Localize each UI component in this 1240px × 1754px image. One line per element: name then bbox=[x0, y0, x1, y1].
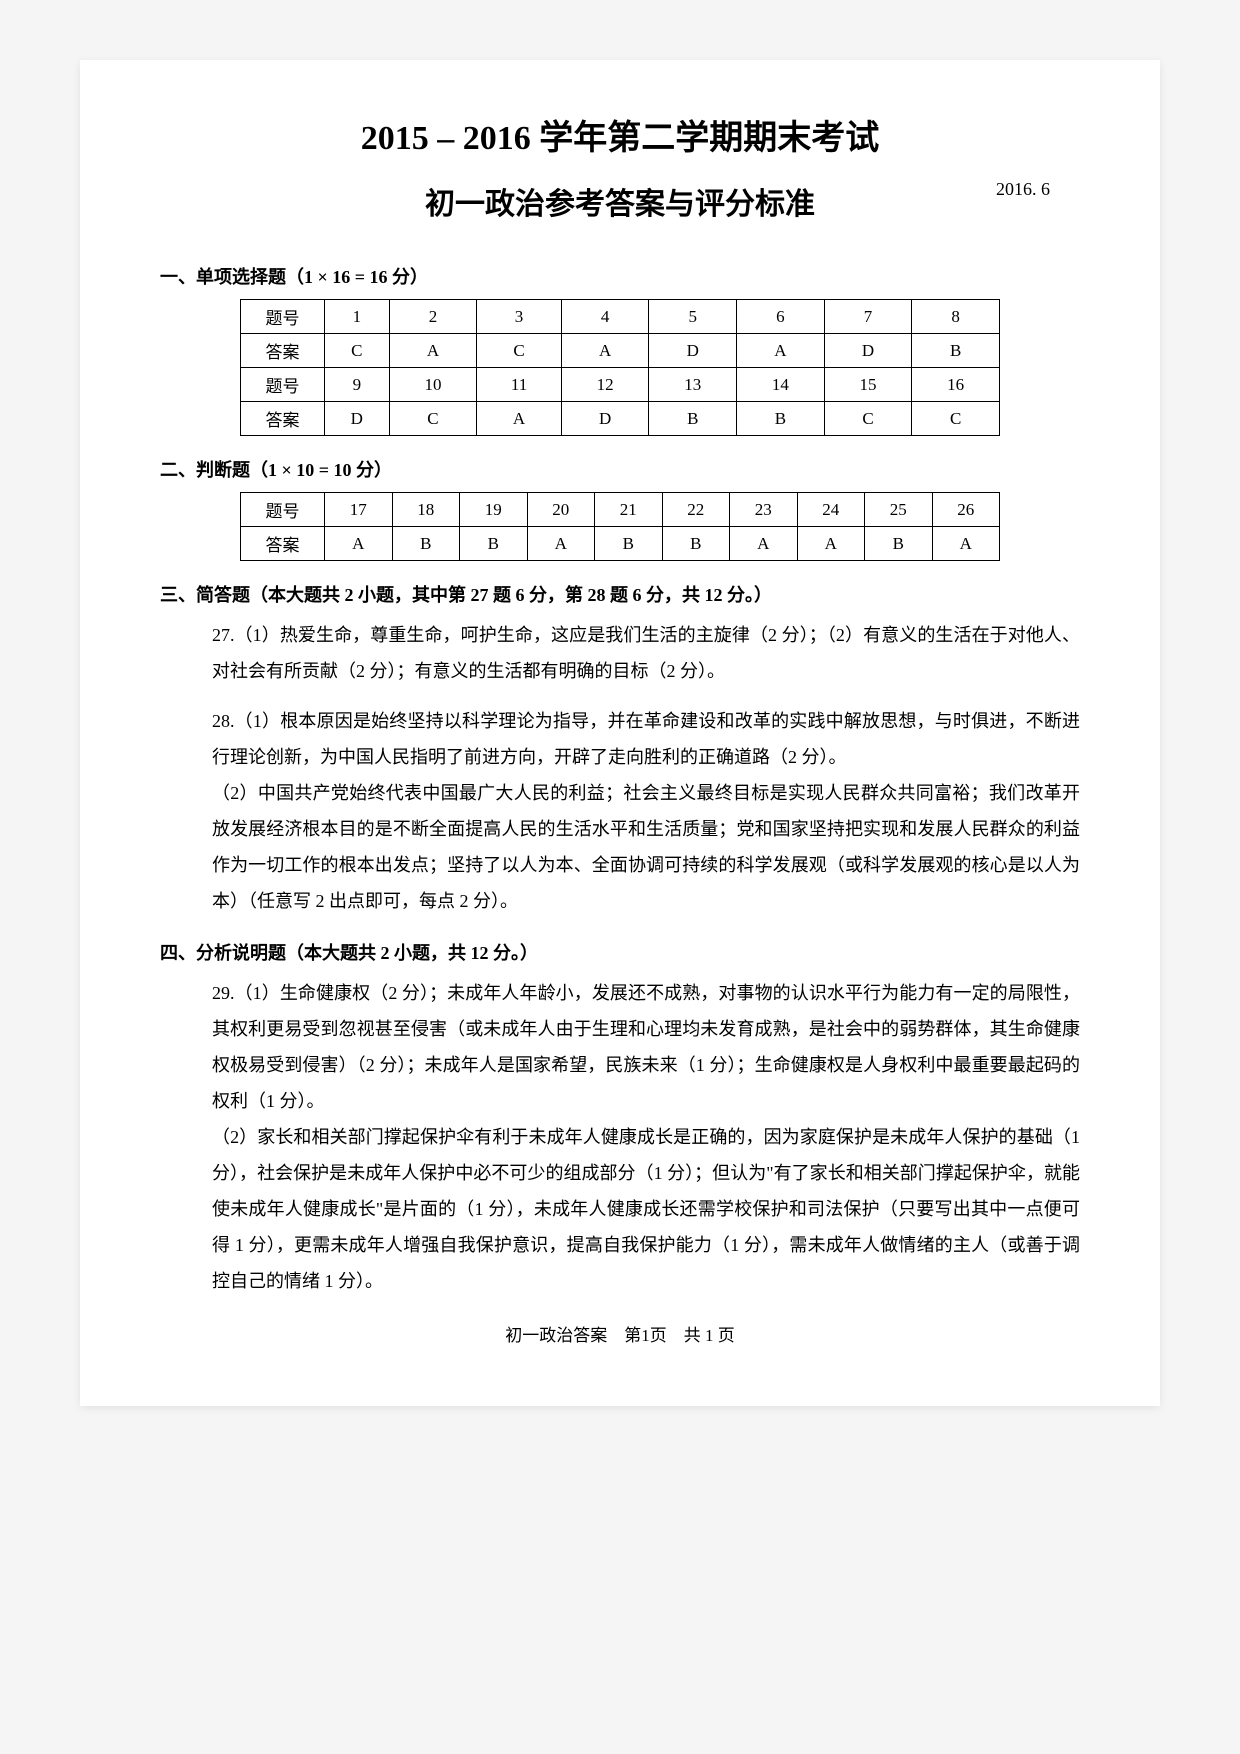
cell: D bbox=[561, 402, 649, 436]
section3-heading: 三、简答题（本大题共 2 小题，其中第 27 题 6 分，第 28 题 6 分，… bbox=[160, 581, 1080, 607]
table-row: 答案 C A C A D A D B bbox=[241, 334, 1000, 368]
label-cell: 答案 bbox=[241, 334, 325, 368]
cell: 20 bbox=[527, 493, 595, 527]
cell: 2 bbox=[389, 300, 477, 334]
q27-text: 27.（1）热爱生命，尊重生命，呵护生命，这应是我们生活的主旋律（2 分）；（2… bbox=[212, 617, 1080, 689]
mcq-table: 题号 1 2 3 4 5 6 7 8 答案 C A C A D A D B 题号… bbox=[240, 299, 1000, 436]
cell: A bbox=[389, 334, 477, 368]
cell: 16 bbox=[912, 368, 1000, 402]
cell: B bbox=[595, 527, 663, 561]
cell: B bbox=[392, 527, 460, 561]
cell: A bbox=[561, 334, 649, 368]
cell: 17 bbox=[325, 493, 393, 527]
cell: 4 bbox=[561, 300, 649, 334]
q29-block: 29.（1）生命健康权（2 分）；未成年人年龄小，发展还不成熟，对事物的认识水平… bbox=[212, 975, 1080, 1299]
cell: 21 bbox=[595, 493, 663, 527]
cell: A bbox=[325, 527, 393, 561]
cell: 15 bbox=[824, 368, 912, 402]
q28-p1: 28.（1）根本原因是始终坚持以科学理论为指导，并在革命建设和改革的实践中解放思… bbox=[212, 703, 1080, 775]
cell: 5 bbox=[649, 300, 737, 334]
table-row: 题号 17 18 19 20 21 22 23 24 25 26 bbox=[241, 493, 1000, 527]
cell: 25 bbox=[865, 493, 933, 527]
q28-p2: （2）中国共产党始终代表中国最广大人民的利益；社会主义最终目标是实现人民群众共同… bbox=[212, 775, 1080, 919]
cell: A bbox=[797, 527, 865, 561]
cell: D bbox=[824, 334, 912, 368]
cell: B bbox=[865, 527, 933, 561]
cell: C bbox=[325, 334, 390, 368]
cell: C bbox=[824, 402, 912, 436]
cell: B bbox=[662, 527, 730, 561]
cell: 7 bbox=[824, 300, 912, 334]
table-row: 题号 1 2 3 4 5 6 7 8 bbox=[241, 300, 1000, 334]
page-container: 2015 – 2016 学年第二学期期末考试 初一政治参考答案与评分标准 201… bbox=[80, 60, 1160, 1406]
cell: C bbox=[912, 402, 1000, 436]
label-cell: 题号 bbox=[241, 368, 325, 402]
cell: 9 bbox=[325, 368, 390, 402]
tf-table: 题号 17 18 19 20 21 22 23 24 25 26 答案 A B … bbox=[240, 492, 1000, 561]
table-row: 答案 D C A D B B C C bbox=[241, 402, 1000, 436]
cell: A bbox=[932, 527, 1000, 561]
section2-heading: 二、判断题（1 × 10 = 10 分） bbox=[160, 456, 1080, 482]
cell: C bbox=[477, 334, 562, 368]
cell: 19 bbox=[460, 493, 528, 527]
q29-p2: （2）家长和相关部门撑起保护伞有利于未成年人健康成长是正确的，因为家庭保护是未成… bbox=[212, 1119, 1080, 1299]
cell: 8 bbox=[912, 300, 1000, 334]
cell: 11 bbox=[477, 368, 562, 402]
table-row: 题号 9 10 11 12 13 14 15 16 bbox=[241, 368, 1000, 402]
q28-block: 28.（1）根本原因是始终坚持以科学理论为指导，并在革命建设和改革的实践中解放思… bbox=[212, 703, 1080, 919]
page-footer: 初一政治答案 第1页 共 1 页 bbox=[160, 1321, 1080, 1346]
exam-subtitle: 初一政治参考答案与评分标准 bbox=[425, 179, 815, 223]
cell: A bbox=[737, 334, 825, 368]
section4-heading: 四、分析说明题（本大题共 2 小题，共 12 分。） bbox=[160, 939, 1080, 965]
cell: 14 bbox=[737, 368, 825, 402]
cell: 12 bbox=[561, 368, 649, 402]
q27-block: 27.（1）热爱生命，尊重生命，呵护生命，这应是我们生活的主旋律（2 分）；（2… bbox=[212, 617, 1080, 689]
cell: 18 bbox=[392, 493, 460, 527]
subtitle-row: 初一政治参考答案与评分标准 2016. 6 bbox=[160, 179, 1080, 223]
cell: C bbox=[389, 402, 477, 436]
cell: 6 bbox=[737, 300, 825, 334]
exam-title: 2015 – 2016 学年第二学期期末考试 bbox=[160, 110, 1080, 159]
cell: 13 bbox=[649, 368, 737, 402]
label-cell: 题号 bbox=[241, 493, 325, 527]
cell: 23 bbox=[730, 493, 798, 527]
cell: A bbox=[477, 402, 562, 436]
cell: A bbox=[730, 527, 798, 561]
cell: 24 bbox=[797, 493, 865, 527]
label-cell: 答案 bbox=[241, 402, 325, 436]
cell: B bbox=[737, 402, 825, 436]
cell: B bbox=[912, 334, 1000, 368]
cell: 10 bbox=[389, 368, 477, 402]
cell: D bbox=[325, 402, 390, 436]
label-cell: 题号 bbox=[241, 300, 325, 334]
label-cell: 答案 bbox=[241, 527, 325, 561]
cell: B bbox=[649, 402, 737, 436]
cell: 26 bbox=[932, 493, 1000, 527]
cell: B bbox=[460, 527, 528, 561]
exam-date: 2016. 6 bbox=[996, 179, 1050, 200]
cell: A bbox=[527, 527, 595, 561]
cell: 1 bbox=[325, 300, 390, 334]
cell: 3 bbox=[477, 300, 562, 334]
q29-p1: 29.（1）生命健康权（2 分）；未成年人年龄小，发展还不成熟，对事物的认识水平… bbox=[212, 975, 1080, 1119]
cell: D bbox=[649, 334, 737, 368]
table-row: 答案 A B B A B B A A B A bbox=[241, 527, 1000, 561]
section1-heading: 一、单项选择题（1 × 16 = 16 分） bbox=[160, 263, 1080, 289]
cell: 22 bbox=[662, 493, 730, 527]
